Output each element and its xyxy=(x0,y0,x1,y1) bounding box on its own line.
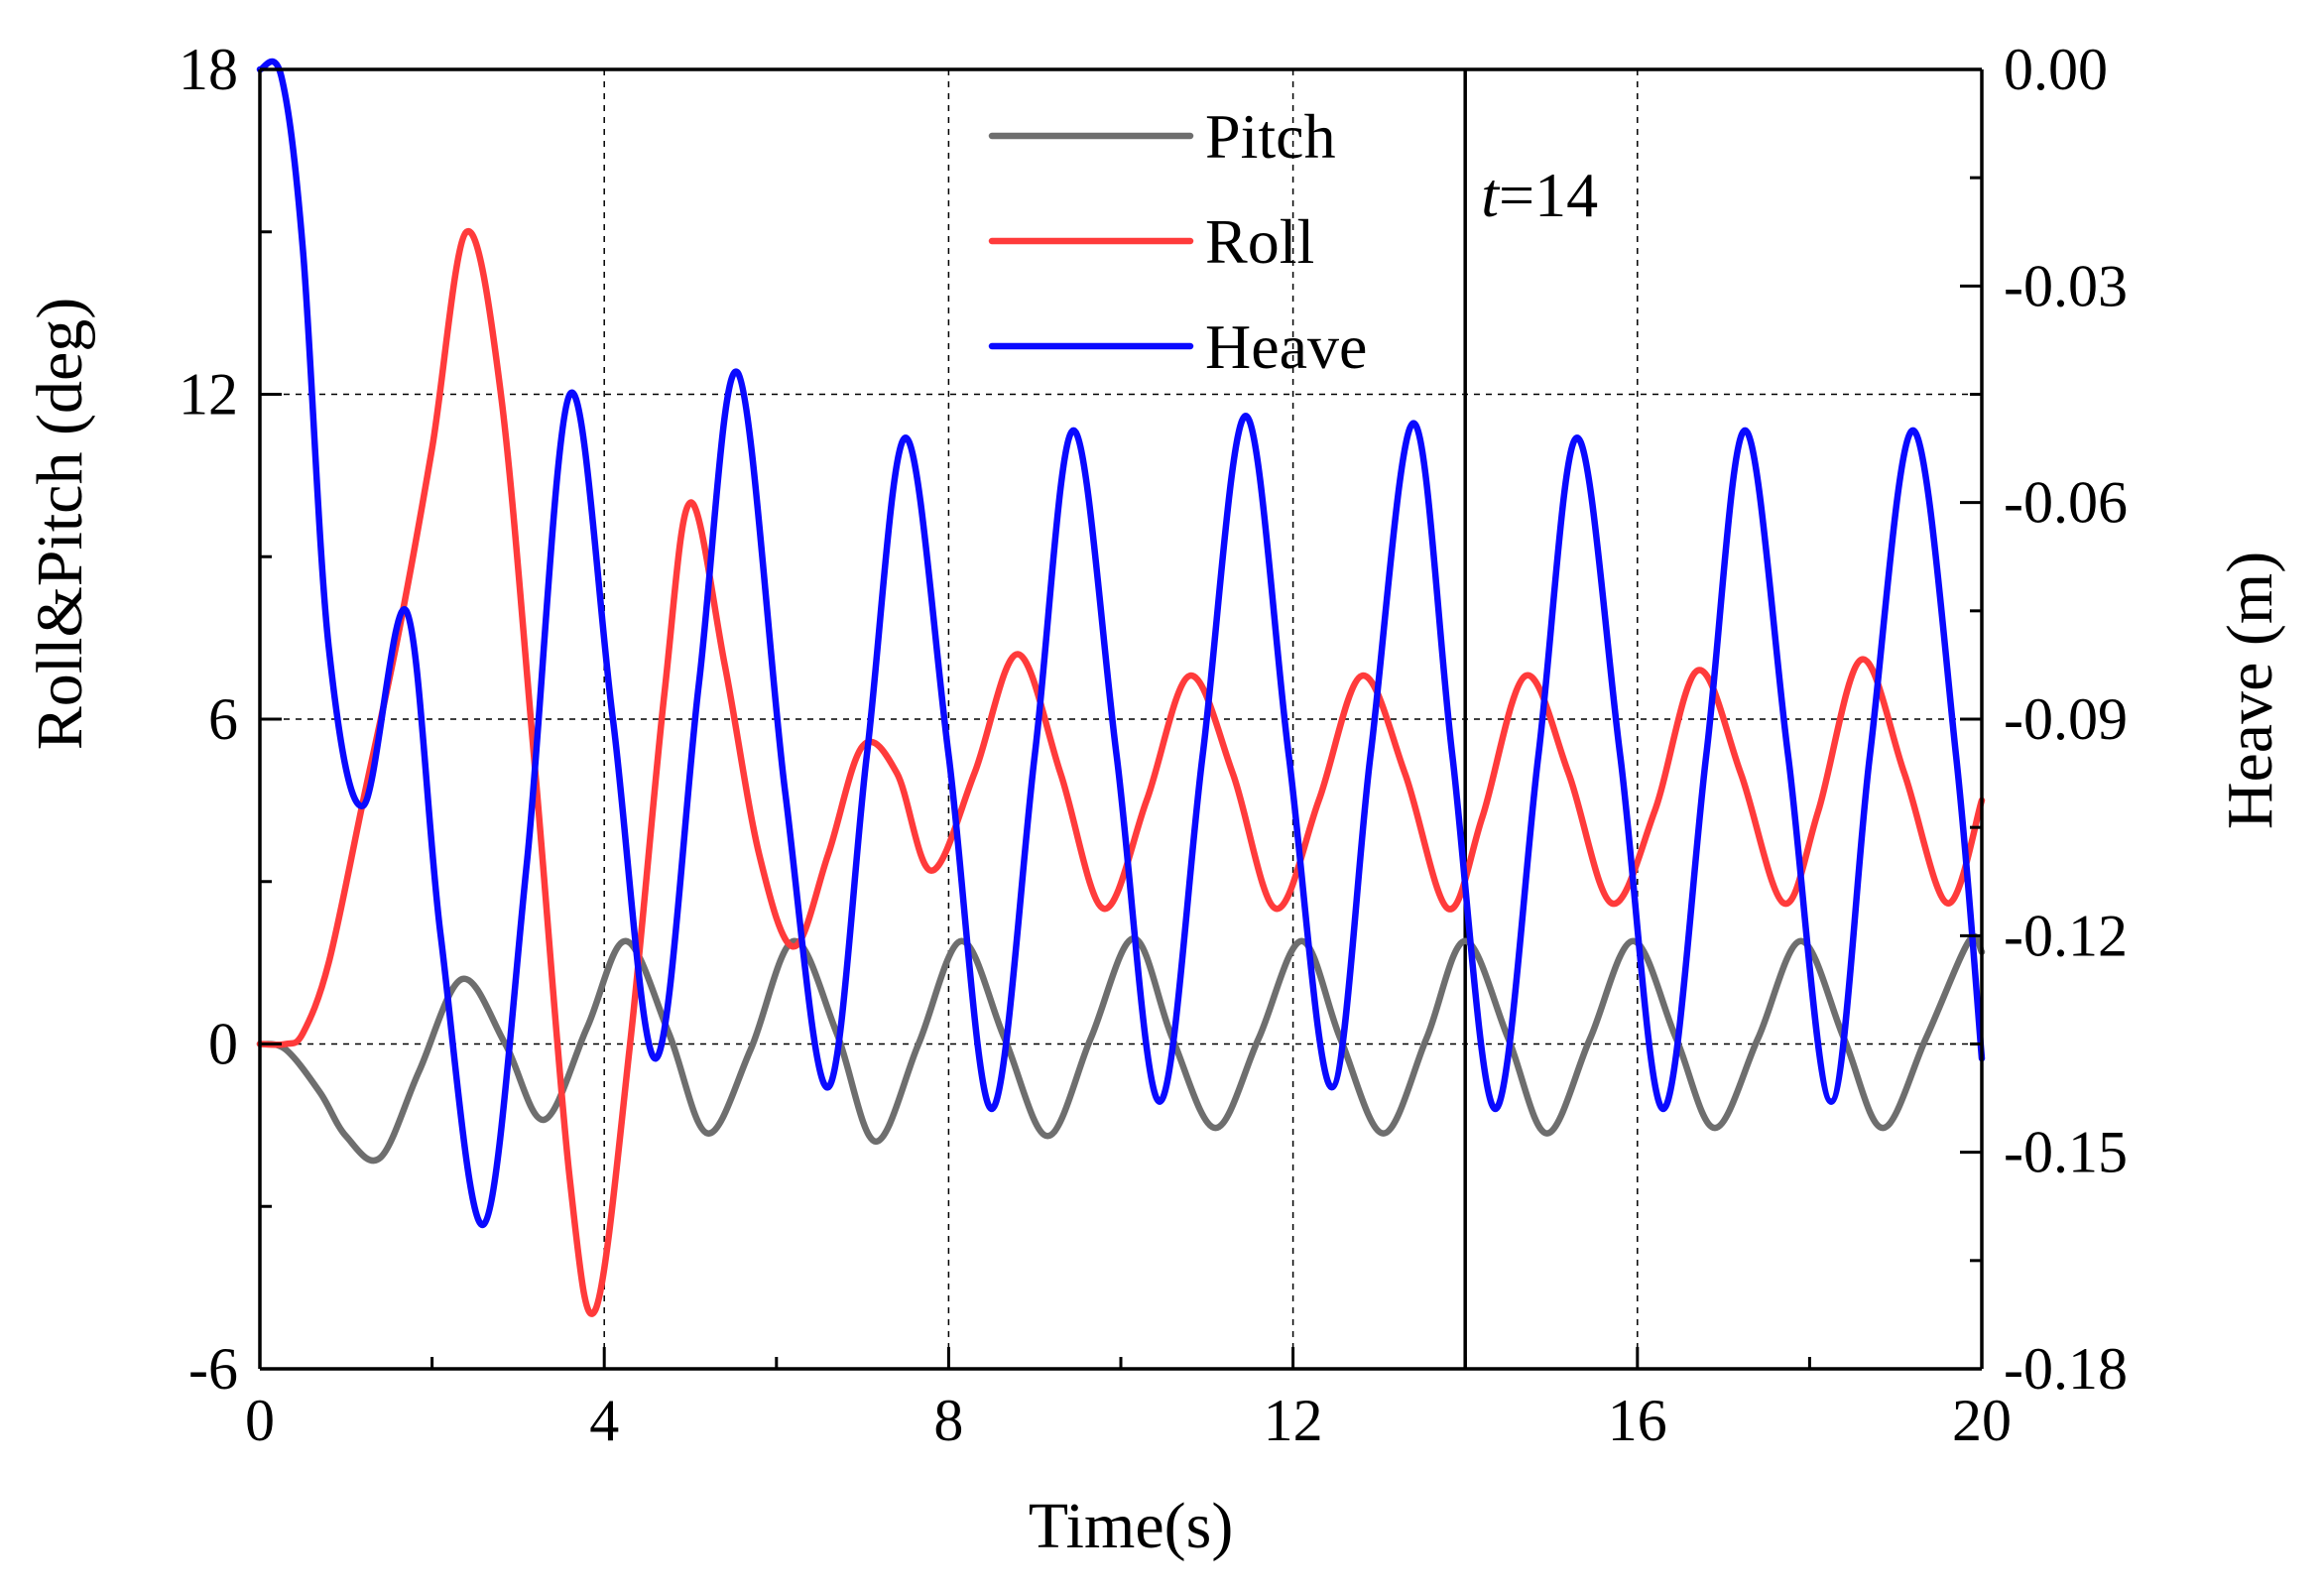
marker-label: t=14 xyxy=(1481,160,1598,230)
x-tick-label: 20 xyxy=(1952,1388,2012,1453)
x-tick-label: 0 xyxy=(245,1388,275,1453)
series-line-pitch xyxy=(256,932,1986,1165)
y-axis-left-label: Roll&Pitch (deg) xyxy=(24,298,96,750)
legend-label-heave: Heave xyxy=(1205,311,1367,382)
marker-layer: t=14 xyxy=(1463,69,1598,1369)
x-tick-label: 16 xyxy=(1608,1388,1667,1453)
marker-label-var: t xyxy=(1481,160,1501,230)
legend: Pitch Roll Heave xyxy=(988,101,1367,382)
y-left-tick-label: 18 xyxy=(179,37,238,102)
y-right-tick-label: -0.06 xyxy=(2004,470,2128,536)
y-left-tick-label: 6 xyxy=(208,686,238,752)
y-right-tick-label: 0.00 xyxy=(2004,37,2108,102)
y-right-tick-label: -0.03 xyxy=(2004,253,2128,318)
y-right-tick-label: -0.15 xyxy=(2004,1120,2128,1185)
y-left-tick-label: 12 xyxy=(179,362,238,428)
y-axis-right-label: Heave (m) xyxy=(2214,552,2286,829)
x-tick-label: 8 xyxy=(933,1388,963,1453)
marker-label-value: =14 xyxy=(1499,160,1598,230)
legend-label-pitch: Pitch xyxy=(1205,101,1336,172)
y-right-tick-label: -0.12 xyxy=(2004,903,2128,968)
legend-label-roll: Roll xyxy=(1205,206,1314,277)
series-line-roll xyxy=(256,227,1986,1317)
x-tick-label: 4 xyxy=(589,1388,619,1453)
grid-layer xyxy=(260,69,1982,1369)
x-tick-label: 12 xyxy=(1264,1388,1323,1453)
y-right-tick-label: -0.09 xyxy=(2004,686,2128,752)
y-left-tick-label: 0 xyxy=(208,1012,238,1077)
x-axis-label: Time(s) xyxy=(1029,1490,1234,1562)
series-line-heave xyxy=(256,58,1986,1228)
y-right-tick-label: -0.18 xyxy=(2004,1336,2128,1402)
y-left-tick-label: -6 xyxy=(188,1336,238,1402)
series-layer xyxy=(256,58,1986,1317)
